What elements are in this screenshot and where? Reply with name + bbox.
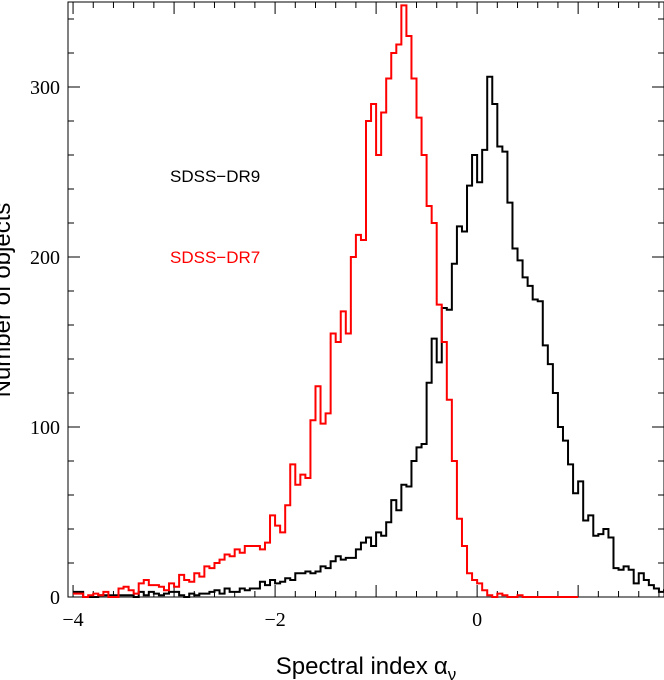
legend-label-dr7: SDSS−DR7 — [170, 248, 260, 267]
x-axis-title-symbol: α — [434, 653, 448, 680]
y-tick-label: 300 — [30, 77, 60, 99]
plot-frame — [67, 1, 664, 598]
y-tick-label: 100 — [30, 417, 60, 439]
series-layer — [73, 4, 664, 598]
y-tick-label: 200 — [30, 247, 60, 269]
histogram-series-dr9 — [73, 75, 664, 598]
y-tick-label: 0 — [50, 587, 60, 609]
x-axis-title: Spectral index αν — [276, 653, 456, 680]
x-axis-title-subscript: ν — [448, 665, 457, 680]
x-tick-label: −4 — [62, 609, 83, 631]
axis-ticks — [68, 2, 664, 598]
x-tick-label: −2 — [264, 609, 285, 631]
y-axis-title: Number of objects — [0, 203, 16, 398]
histogram-series-dr7 — [73, 4, 579, 598]
x-axis-title-text: Spectral index — [276, 653, 428, 680]
legend-label-dr9: SDSS−DR9 — [170, 167, 260, 186]
x-tick-label: 0 — [472, 609, 482, 631]
tick-labels: −4 −2 0 0 100 200 300 — [30, 77, 482, 631]
